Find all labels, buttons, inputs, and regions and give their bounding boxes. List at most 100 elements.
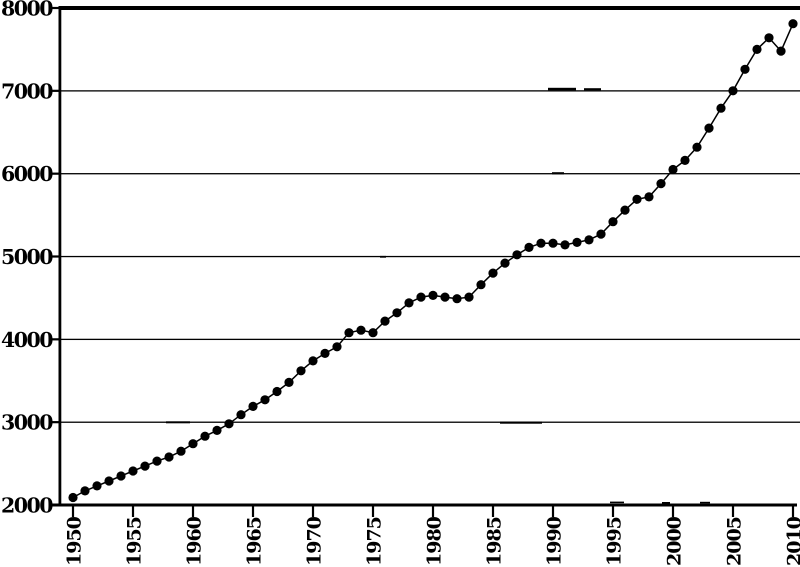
data-point <box>368 328 378 338</box>
x-axis-label: 2005 <box>724 517 746 566</box>
data-point <box>272 386 282 397</box>
y-axis-tick <box>50 172 60 175</box>
data-point <box>560 240 570 250</box>
y-gridline <box>60 338 800 341</box>
y-axis-label: 3000 <box>1 411 53 435</box>
x-axis-tick <box>251 505 255 517</box>
data-point <box>176 446 186 456</box>
data-point <box>392 308 402 318</box>
data-point <box>260 395 270 405</box>
data-point <box>668 164 678 175</box>
scan-noise-mark <box>548 87 576 91</box>
y-gridline <box>60 421 800 423</box>
x-axis-tick <box>731 505 735 517</box>
x-axis-tick <box>191 505 195 517</box>
y-gridline <box>60 255 800 258</box>
data-point <box>104 476 114 486</box>
scan-noise-mark <box>552 172 564 175</box>
y-axis-tick <box>50 89 60 92</box>
x-axis-label: 1965 <box>244 517 266 566</box>
y-gridline <box>60 90 800 92</box>
data-point <box>728 86 738 96</box>
x-axis-tick <box>611 505 615 517</box>
data-point <box>416 292 426 302</box>
x-axis-label: 1970 <box>304 516 326 566</box>
data-point <box>584 235 594 245</box>
y-gridline <box>60 173 800 175</box>
y-axis-label: 6000 <box>1 162 53 186</box>
data-point <box>296 366 306 376</box>
x-axis-label: 1995 <box>604 517 626 566</box>
x-axis-label: 1960 <box>184 516 206 566</box>
data-point <box>356 325 366 335</box>
data-point <box>152 456 162 466</box>
x-axis-label: 1990 <box>544 516 566 566</box>
scan-noise-mark <box>700 501 710 504</box>
scan-noise-mark <box>500 421 542 424</box>
x-axis-tick <box>311 505 315 517</box>
x-axis-label: 1975 <box>364 517 386 566</box>
data-point <box>464 292 474 302</box>
y-axis-label: 2000 <box>1 494 53 518</box>
x-axis-label: 1955 <box>124 517 146 566</box>
data-point <box>680 155 690 165</box>
y-axis-tick <box>50 255 60 258</box>
x-axis-tick <box>371 505 375 517</box>
x-axis-tick <box>71 505 75 517</box>
data-point <box>452 294 462 304</box>
y-axis-label: 4000 <box>1 328 53 352</box>
data-point <box>380 316 390 326</box>
data-point <box>164 452 174 462</box>
data-point <box>344 328 354 338</box>
data-point <box>572 237 582 247</box>
data-point <box>692 142 702 152</box>
x-axis-line <box>52 503 797 507</box>
y-axis-tick <box>50 338 60 341</box>
data-point <box>512 250 522 260</box>
data-point <box>236 410 246 420</box>
data-point <box>608 217 618 227</box>
data-point <box>488 268 498 278</box>
y-axis-label: 8000 <box>1 0 53 21</box>
data-point <box>92 481 102 491</box>
plot-top-border <box>58 6 800 10</box>
data-point <box>80 486 90 496</box>
data-point <box>116 471 126 481</box>
x-axis-label: 2000 <box>664 516 686 566</box>
data-point <box>752 44 762 55</box>
data-point <box>596 229 606 239</box>
x-axis-tick <box>671 505 675 517</box>
x-axis-label: 1980 <box>424 516 446 566</box>
y-axis-label: 7000 <box>1 79 53 103</box>
x-axis-tick <box>131 505 135 517</box>
data-point <box>536 238 546 248</box>
data-point <box>788 19 798 29</box>
data-point <box>224 419 234 429</box>
y-axis-tick <box>50 6 60 10</box>
data-point <box>524 242 534 252</box>
x-axis-tick <box>431 505 435 517</box>
x-axis-tick <box>791 505 795 517</box>
data-point <box>308 356 318 366</box>
x-axis-label: 2010 <box>784 516 800 566</box>
y-axis-tick <box>50 421 60 424</box>
data-point <box>188 439 198 449</box>
data-point <box>716 103 726 113</box>
scan-noise-mark <box>584 88 601 91</box>
scan-noise-mark <box>610 501 624 504</box>
data-point <box>740 64 750 74</box>
data-point <box>440 292 450 302</box>
data-point <box>212 425 222 435</box>
data-point <box>332 342 342 352</box>
scan-noise-mark <box>662 502 670 504</box>
x-axis-tick <box>551 505 555 517</box>
y-axis-line <box>58 6 62 506</box>
data-point <box>128 466 138 476</box>
data-point <box>500 258 510 268</box>
data-point <box>140 461 150 471</box>
data-point <box>200 431 210 441</box>
data-point <box>548 238 558 248</box>
data-line <box>72 23 794 499</box>
